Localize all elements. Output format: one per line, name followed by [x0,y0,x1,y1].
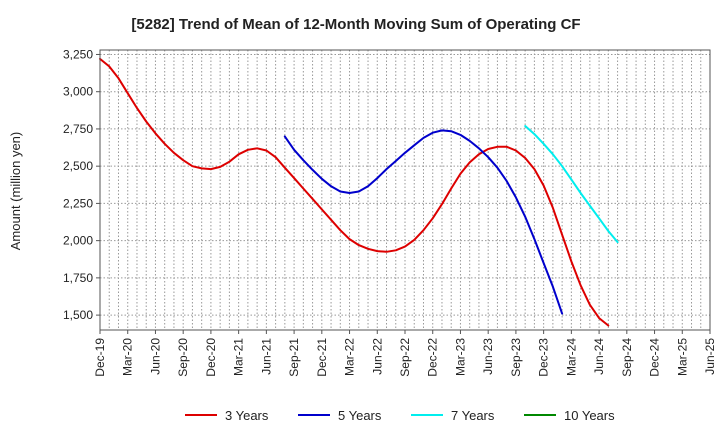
x-tick-label: Mar-20 [121,338,135,376]
x-tick-label: Dec-23 [537,338,551,377]
y-tick-label: 2,000 [63,234,93,248]
legend-label-2: 5 Years [338,408,382,423]
x-tick-label: Jun-21 [259,338,273,375]
series-line-1 [99,57,610,327]
x-tick-label: Mar-22 [343,338,357,376]
legend: 3 Years 5 Years 7 Years 10 Years [185,408,615,423]
y-tick-label: 3,250 [63,47,93,61]
chart-title: [5282] Trend of Mean of 12-Month Moving … [131,16,580,33]
x-tick-labels: Dec-19 Mar-20 Jun-20 Sep-20 Dec-20 Mar-21 Jun-… [93,338,717,377]
y-axis-label: Amount (million yen) [8,132,23,251]
series-line-2 [283,129,564,315]
x-tick-label: Sep-23 [509,338,523,377]
legend-label-3: 7 Years [451,408,495,423]
series-line-3 [524,125,619,244]
grid-lines [100,50,710,330]
y-tick-label: 2,500 [63,159,93,173]
x-tick-label: Jun-20 [148,338,162,375]
y-tick-label: 3,000 [63,85,93,99]
series-layer [99,57,619,327]
x-tick-label: Dec-20 [204,338,218,377]
x-tick-label: Sep-24 [620,338,634,377]
y-tick-labels: 1,500 1,750 2,000 2,250 2,500 2,750 3,000 3,250 [63,47,93,322]
legend-label-4: 10 Years [564,408,615,423]
y-tick-label: 1,750 [63,271,93,285]
x-tick-label: Mar-23 [453,338,467,376]
x-tick-label: Mar-25 [675,338,689,376]
x-tick-label: Dec-22 [426,338,440,377]
x-tick-label: Dec-19 [93,338,107,377]
x-tick-label: Sep-20 [176,338,190,377]
x-tick-label: Jun-22 [370,338,384,375]
x-tick-label: Dec-21 [315,338,329,377]
x-tick-label: Jun-23 [481,338,495,375]
y-tick-label: 1,500 [63,308,93,322]
x-tick-label: Jun-24 [592,338,606,375]
y-tick-label: 2,750 [63,122,93,136]
legend-label-1: 3 Years [225,408,269,423]
y-tick-label: 2,250 [63,196,93,210]
x-tick-label: Sep-21 [287,338,301,377]
x-tick-label: Mar-24 [564,338,578,376]
x-tick-label: Sep-22 [398,338,412,377]
x-tick-label: Mar-21 [232,338,246,376]
axes [96,49,711,334]
x-tick-label: Jun-25 [703,338,717,375]
x-tick-label: Dec-24 [648,338,662,377]
